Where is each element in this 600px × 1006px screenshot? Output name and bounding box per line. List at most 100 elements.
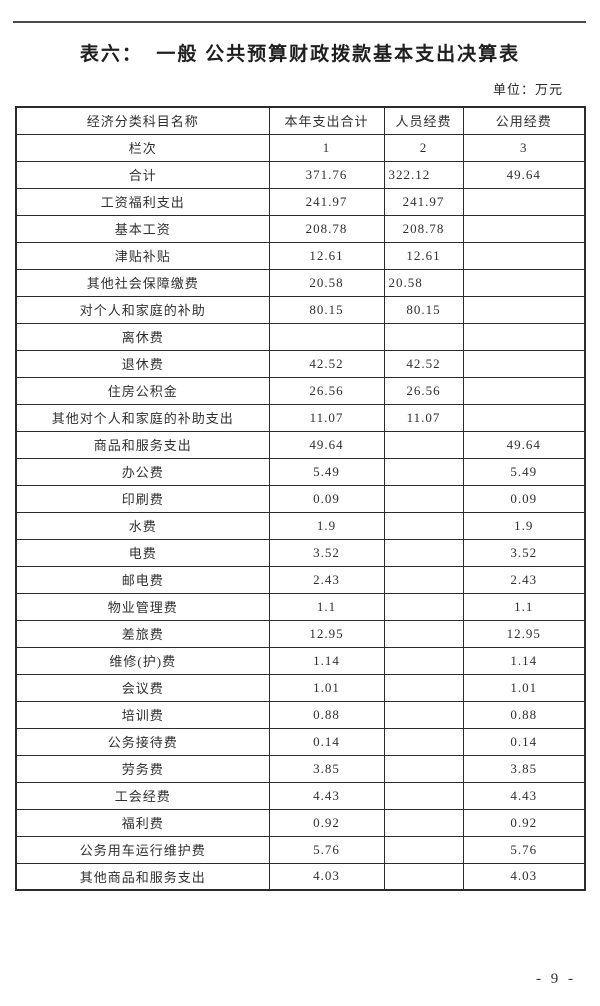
cell-value: 1.1 [268,592,385,621]
table-row: 其他社会保障缴费 20.58 20.58 [15,268,586,297]
cell-value: 1 [268,133,385,162]
row-label: 工会经费 [15,781,270,810]
cell-value [383,457,464,486]
row-label: 栏次 [15,133,270,162]
cell-value: 0.88 [268,700,385,729]
cell-value: 12.95 [268,619,385,648]
cell-value: 1.01 [268,673,385,702]
cell-value: 80.15 [383,295,464,324]
table-row: 水费 1.9 1.9 [15,511,586,540]
cell-value: 4.03 [462,862,586,891]
cell-value: 0.14 [462,727,586,756]
column-header-total: 本年支出合计 [268,106,385,135]
table-row: 物业管理费 1.1 1.1 [15,592,586,621]
row-label: 商品和服务支出 [15,430,270,459]
row-label: 退休费 [15,349,270,378]
cell-value [462,187,586,216]
cell-value [383,700,464,729]
cell-value: 4.43 [268,781,385,810]
cell-value [383,754,464,783]
cell-value: 3.85 [268,754,385,783]
cell-value: 20.58 [383,268,464,297]
table-row: 印刷费 0.09 0.09 [15,484,586,513]
cell-value: 12.61 [268,241,385,270]
expenditure-table: 经济分类科目名称 本年支出合计 人员经费 公用经费 栏次 1 2 3 合计 371.76 3… [15,106,586,891]
page-number: - 9 - [536,971,576,987]
page-top-rule [13,21,586,23]
table-row: 津贴补贴 12.61 12.61 [15,241,586,270]
cell-value [462,322,586,351]
cell-value: 1.01 [462,673,586,702]
cell-value: 3.85 [462,754,586,783]
cell-value: 12.95 [462,619,586,648]
row-label: 劳务费 [15,754,270,783]
row-label: 邮电费 [15,565,270,594]
table-row: 电费 3.52 3.52 [15,538,586,567]
cell-value: 4.03 [268,862,385,891]
row-label: 基本工资 [15,214,270,243]
cell-value: 49.64 [462,430,586,459]
cell-value: 5.49 [268,457,385,486]
cell-value [383,781,464,810]
cell-value [268,322,385,351]
cell-value: 0.88 [462,700,586,729]
cell-value: 2.43 [462,565,586,594]
column-header-personnel: 人员经费 [383,106,464,135]
table-row: 办公费 5.49 5.49 [15,457,586,486]
table-row: 工资福利支出 241.97 241.97 [15,187,586,216]
cell-value [462,376,586,405]
unit-label: 单位：万元 [492,82,563,97]
row-label: 其他对个人和家庭的补助支出 [15,403,270,432]
cell-value: 0.09 [268,484,385,513]
cell-value [383,484,464,513]
table-body: 栏次 1 2 3 合计 371.76 322.12 49.64 工资福利支出 241.97 241.… [15,133,586,891]
table-row: 邮电费 2.43 2.43 [15,565,586,594]
cell-value: 241.97 [383,187,464,216]
cell-value: 0.09 [462,484,586,513]
row-label: 合计 [15,160,270,189]
row-label: 工资福利支出 [15,187,270,216]
table-header-row: 经济分类科目名称 本年支出合计 人员经费 公用经费 [15,106,586,135]
row-label: 差旅费 [15,619,270,648]
cell-value [462,349,586,378]
table-row: 其他对个人和家庭的补助支出 11.07 11.07 [15,403,586,432]
cell-value [462,403,586,432]
cell-value [383,646,464,675]
cell-value: 1.9 [462,511,586,540]
cell-value [383,592,464,621]
table-row: 离休费 [15,322,586,351]
cell-value: 1.1 [462,592,586,621]
row-label: 离休费 [15,322,270,351]
cell-value: 80.15 [268,295,385,324]
cell-value [383,673,464,702]
cell-value [383,565,464,594]
cell-value: 4.43 [462,781,586,810]
cell-value [462,214,586,243]
table-row: 栏次 1 2 3 [15,133,586,162]
cell-value: 208.78 [383,214,464,243]
cell-value: 3 [462,133,586,162]
row-label: 印刷费 [15,484,270,513]
cell-value: 0.92 [268,808,385,837]
cell-value: 2 [383,133,464,162]
cell-value: 11.07 [383,403,464,432]
table-row: 公务用车运行维护费 5.76 5.76 [15,835,586,864]
cell-value [383,727,464,756]
page-title: 表六： 一般 公共预算财政拨款基本支出决算表 [79,44,521,65]
row-label: 电费 [15,538,270,567]
row-label: 对个人和家庭的补助 [15,295,270,324]
row-label: 水费 [15,511,270,540]
table-row: 差旅费 12.95 12.95 [15,619,586,648]
column-header-public: 公用经费 [462,106,586,135]
cell-value: 3.52 [268,538,385,567]
cell-value: 241.97 [268,187,385,216]
cell-value: 12.61 [383,241,464,270]
table-row: 住房公积金 26.56 26.56 [15,376,586,405]
table-row: 会议费 1.01 1.01 [15,673,586,702]
cell-value [383,619,464,648]
row-label: 会议费 [15,673,270,702]
cell-value: 2.43 [268,565,385,594]
row-label: 其他社会保障缴费 [15,268,270,297]
cell-value [383,511,464,540]
cell-value [383,322,464,351]
